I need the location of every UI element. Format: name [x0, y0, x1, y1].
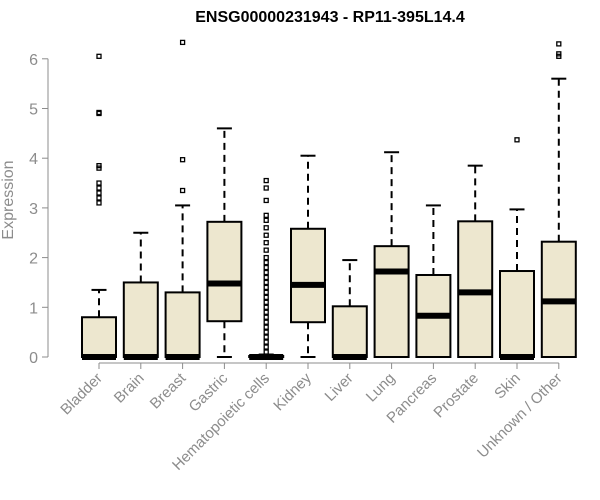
outlier-point	[263, 225, 269, 231]
x-tick-label: Lung	[363, 370, 399, 406]
x-tick-label: Skin	[491, 370, 524, 403]
y-tick-label: 2	[29, 251, 38, 268]
box-skin	[499, 270, 535, 359]
outlier-point	[263, 247, 269, 253]
outlier-point	[263, 284, 269, 291]
y-tick-label: 3	[29, 201, 38, 218]
outlier-point	[263, 279, 269, 286]
x-tick-label: Liver	[322, 370, 357, 405]
outlier-point	[96, 180, 102, 186]
y-tick-label: 1	[29, 300, 38, 317]
y-tick-label: 4	[29, 151, 38, 168]
box-liver	[331, 305, 368, 358]
outlier-point	[263, 349, 269, 355]
outlier-point	[263, 289, 269, 296]
outlier-point	[263, 339, 269, 345]
outlier-point	[263, 274, 269, 281]
outlier-point	[263, 254, 269, 261]
outlier-point	[263, 269, 269, 276]
box-prostate	[457, 220, 494, 358]
outlier-point	[556, 51, 562, 57]
outlier-point	[263, 334, 269, 340]
outlier-point	[556, 41, 562, 47]
box-brain	[122, 281, 159, 359]
outlier-point	[179, 39, 186, 46]
outlier-point	[263, 324, 269, 330]
outlier-point	[263, 177, 269, 184]
y-tick-label: 0	[29, 350, 38, 367]
x-tick-label: Prostate	[430, 370, 482, 422]
box-kidney	[290, 227, 326, 324]
outlier-point	[263, 240, 269, 246]
outlier-point	[179, 187, 186, 194]
box-gastric	[206, 220, 243, 323]
y-tick-label: 6	[29, 52, 38, 69]
outlier-point	[96, 53, 102, 59]
x-tick-label: Breast	[147, 369, 190, 412]
outlier-point	[263, 212, 269, 219]
outlier-point	[263, 294, 269, 301]
outlier-point	[263, 217, 269, 223]
box-breast	[164, 291, 201, 359]
outlier-point	[96, 190, 102, 196]
outlier-point	[263, 319, 269, 325]
y-axis-label: Expression	[0, 160, 17, 239]
outlier-point	[263, 185, 269, 191]
outlier-point	[263, 309, 269, 315]
outlier-point	[263, 232, 269, 238]
outlier-point	[96, 163, 102, 169]
outlier-point	[179, 157, 186, 163]
outlier-point	[263, 344, 269, 350]
x-tick-label: Kidney	[270, 369, 315, 414]
box-lung	[373, 245, 410, 359]
x-tick-label: Bladder	[57, 370, 106, 419]
outlier-point	[263, 299, 269, 305]
outlier-point	[263, 304, 269, 310]
outlier-point	[263, 264, 269, 271]
outlier-point	[96, 109, 102, 116]
outlier-point	[96, 195, 102, 201]
outlier-point	[263, 197, 269, 204]
x-tick-label: Brain	[111, 370, 148, 407]
outlier-point	[96, 185, 102, 191]
box-bladder	[81, 316, 117, 358]
outlier-point	[96, 200, 102, 206]
outlier-point	[263, 329, 269, 335]
outlier-point	[263, 314, 269, 320]
outlier-point	[514, 137, 520, 143]
outlier-point	[263, 259, 269, 266]
y-tick-label: 5	[29, 102, 38, 119]
chart-title: ENSG00000231943 - RP11-395L14.4	[195, 9, 465, 26]
